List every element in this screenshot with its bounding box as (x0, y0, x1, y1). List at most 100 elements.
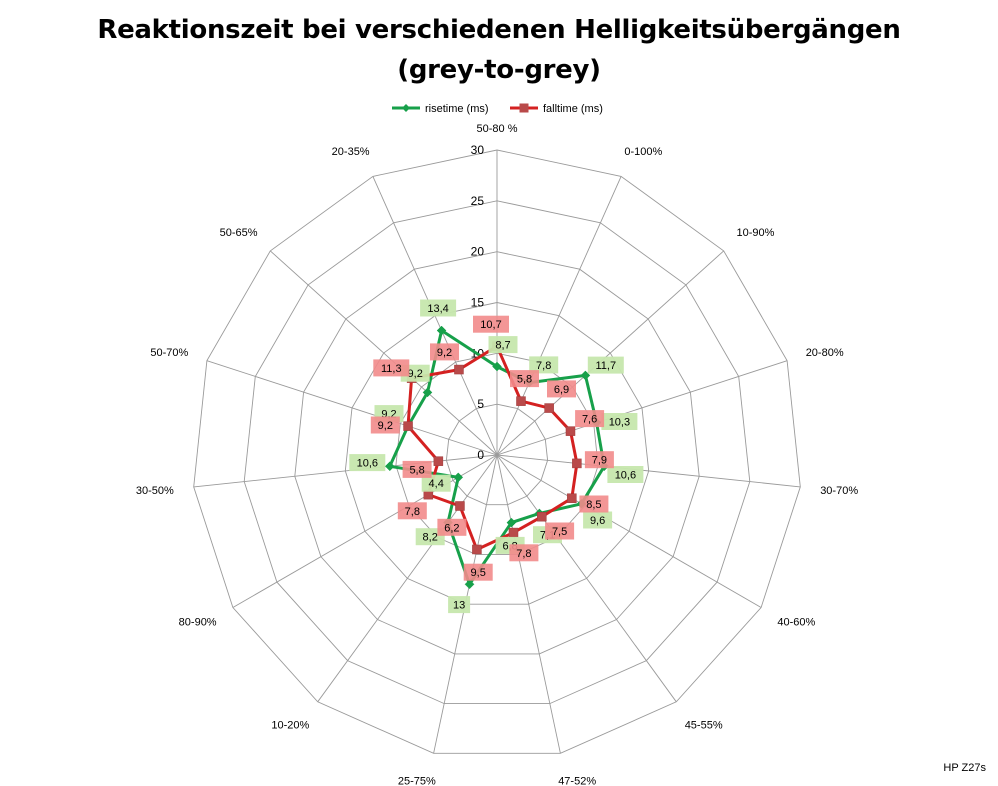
data-label: 7,8 (405, 506, 420, 518)
grid-ring-20 (294, 251, 700, 655)
data-label-box (420, 299, 457, 317)
data-point-falltime (567, 493, 577, 503)
data-label: 5,8 (517, 374, 532, 386)
data-label: 7,5 (552, 526, 567, 538)
data-point-risetime (464, 579, 475, 590)
data-point-falltime (572, 458, 582, 469)
data-label-box (463, 563, 493, 581)
data-label: 7,9 (592, 455, 607, 467)
data-label: 8,5 (586, 499, 601, 511)
data-label: 9,6 (590, 515, 605, 527)
grid-spoke (496, 454, 677, 703)
data-point-risetime (453, 472, 464, 483)
data-label-box (421, 474, 451, 492)
legend-label: risetime (ms) (425, 103, 489, 115)
data-label-box (509, 544, 539, 562)
data-point-falltime (508, 527, 519, 538)
radial-tick-label: 20 (471, 245, 485, 259)
footer-note: HP Z27s (943, 762, 986, 774)
radial-tick-label: 15 (471, 296, 485, 310)
data-labels-layer: 8,77,811,710,310,69,67,16,8138,24,410,69… (349, 299, 644, 614)
data-label-box (448, 596, 471, 614)
grid-spoke (496, 250, 725, 456)
data-label-box (583, 511, 613, 529)
grid-spoke (317, 454, 498, 703)
data-point-falltime (537, 511, 547, 522)
data-label-box (349, 454, 386, 472)
legend-label: falltime (ms) (543, 103, 603, 115)
data-point-falltime (403, 421, 413, 431)
data-label: 6,2 (444, 522, 459, 534)
data-label-box (545, 522, 575, 540)
data-label-box (488, 336, 518, 354)
data-point-falltime (516, 396, 526, 406)
data-label: 8,2 (423, 532, 438, 544)
grid-ring-25 (243, 200, 751, 705)
data-label: 7,8 (536, 360, 551, 372)
data-point-falltime (544, 403, 554, 413)
category-label: 0-100% (624, 146, 662, 158)
data-label-box (587, 356, 624, 374)
data-label: 7,6 (582, 414, 597, 426)
data-label-box (547, 380, 576, 398)
data-label-box (510, 370, 539, 388)
data-label: 13,4 (427, 303, 448, 315)
data-label-box (607, 466, 644, 483)
data-label: 8,7 (495, 340, 510, 352)
data-point-falltime (565, 426, 576, 436)
grid-spoke (496, 176, 622, 456)
category-label: 47-52% (558, 776, 596, 786)
series-line-falltime (406, 344, 579, 551)
data-label: 9,2 (378, 420, 393, 432)
grid-spoke (193, 454, 498, 488)
data-label: 9,5 (471, 567, 486, 579)
data-label-box (473, 315, 509, 333)
data-label-box (575, 410, 605, 428)
data-label: 11,7 (596, 360, 617, 372)
grid-spoke (232, 454, 498, 608)
data-point-falltime (433, 456, 444, 466)
data-label-box (529, 356, 559, 374)
category-label: 20-80% (806, 347, 844, 359)
category-label: 50-65% (220, 227, 258, 239)
radial-tick-label: 25 (471, 194, 485, 208)
grid-spoke (496, 454, 561, 754)
data-label: 4,4 (429, 478, 444, 490)
data-point-risetime (506, 517, 517, 528)
radial-tick-label: 5 (477, 397, 484, 411)
grid-spoke (496, 360, 788, 456)
category-label: 10-90% (737, 227, 775, 239)
grid-spoke (269, 250, 498, 456)
data-label-box (397, 502, 427, 520)
data-label-box (601, 413, 638, 430)
legend-marker-diamond (402, 104, 410, 112)
data-label: 9,2 (437, 347, 452, 359)
category-label: 30-50% (136, 485, 174, 497)
data-label: 9,2 (408, 368, 423, 380)
data-label: 13 (453, 600, 465, 612)
data-point-risetime (436, 325, 447, 336)
category-label: 10-20% (271, 719, 309, 731)
data-label: 10,3 (609, 417, 630, 429)
data-label: 10,6 (357, 458, 378, 470)
category-label: 80-90% (179, 617, 217, 629)
data-label: 10,7 (480, 319, 501, 331)
chart-title-line-2: (grey-to-grey) (397, 55, 601, 85)
data-label: 10,6 (615, 470, 636, 482)
legend-marker-square (519, 103, 529, 113)
grid-ring-15 (344, 302, 650, 605)
data-label: 6,9 (554, 384, 569, 396)
category-label: 25-75% (398, 776, 436, 786)
data-label-box (579, 495, 609, 513)
grid-spoke (496, 454, 801, 488)
grid-ring-30 (193, 149, 801, 754)
data-label-box (373, 359, 410, 377)
data-point-falltime (472, 544, 482, 555)
grid-ring-5 (445, 403, 549, 506)
category-label: 50-70% (150, 347, 188, 359)
grid-spoke (206, 360, 498, 456)
data-label-box (402, 460, 432, 478)
data-label-box (370, 416, 400, 434)
